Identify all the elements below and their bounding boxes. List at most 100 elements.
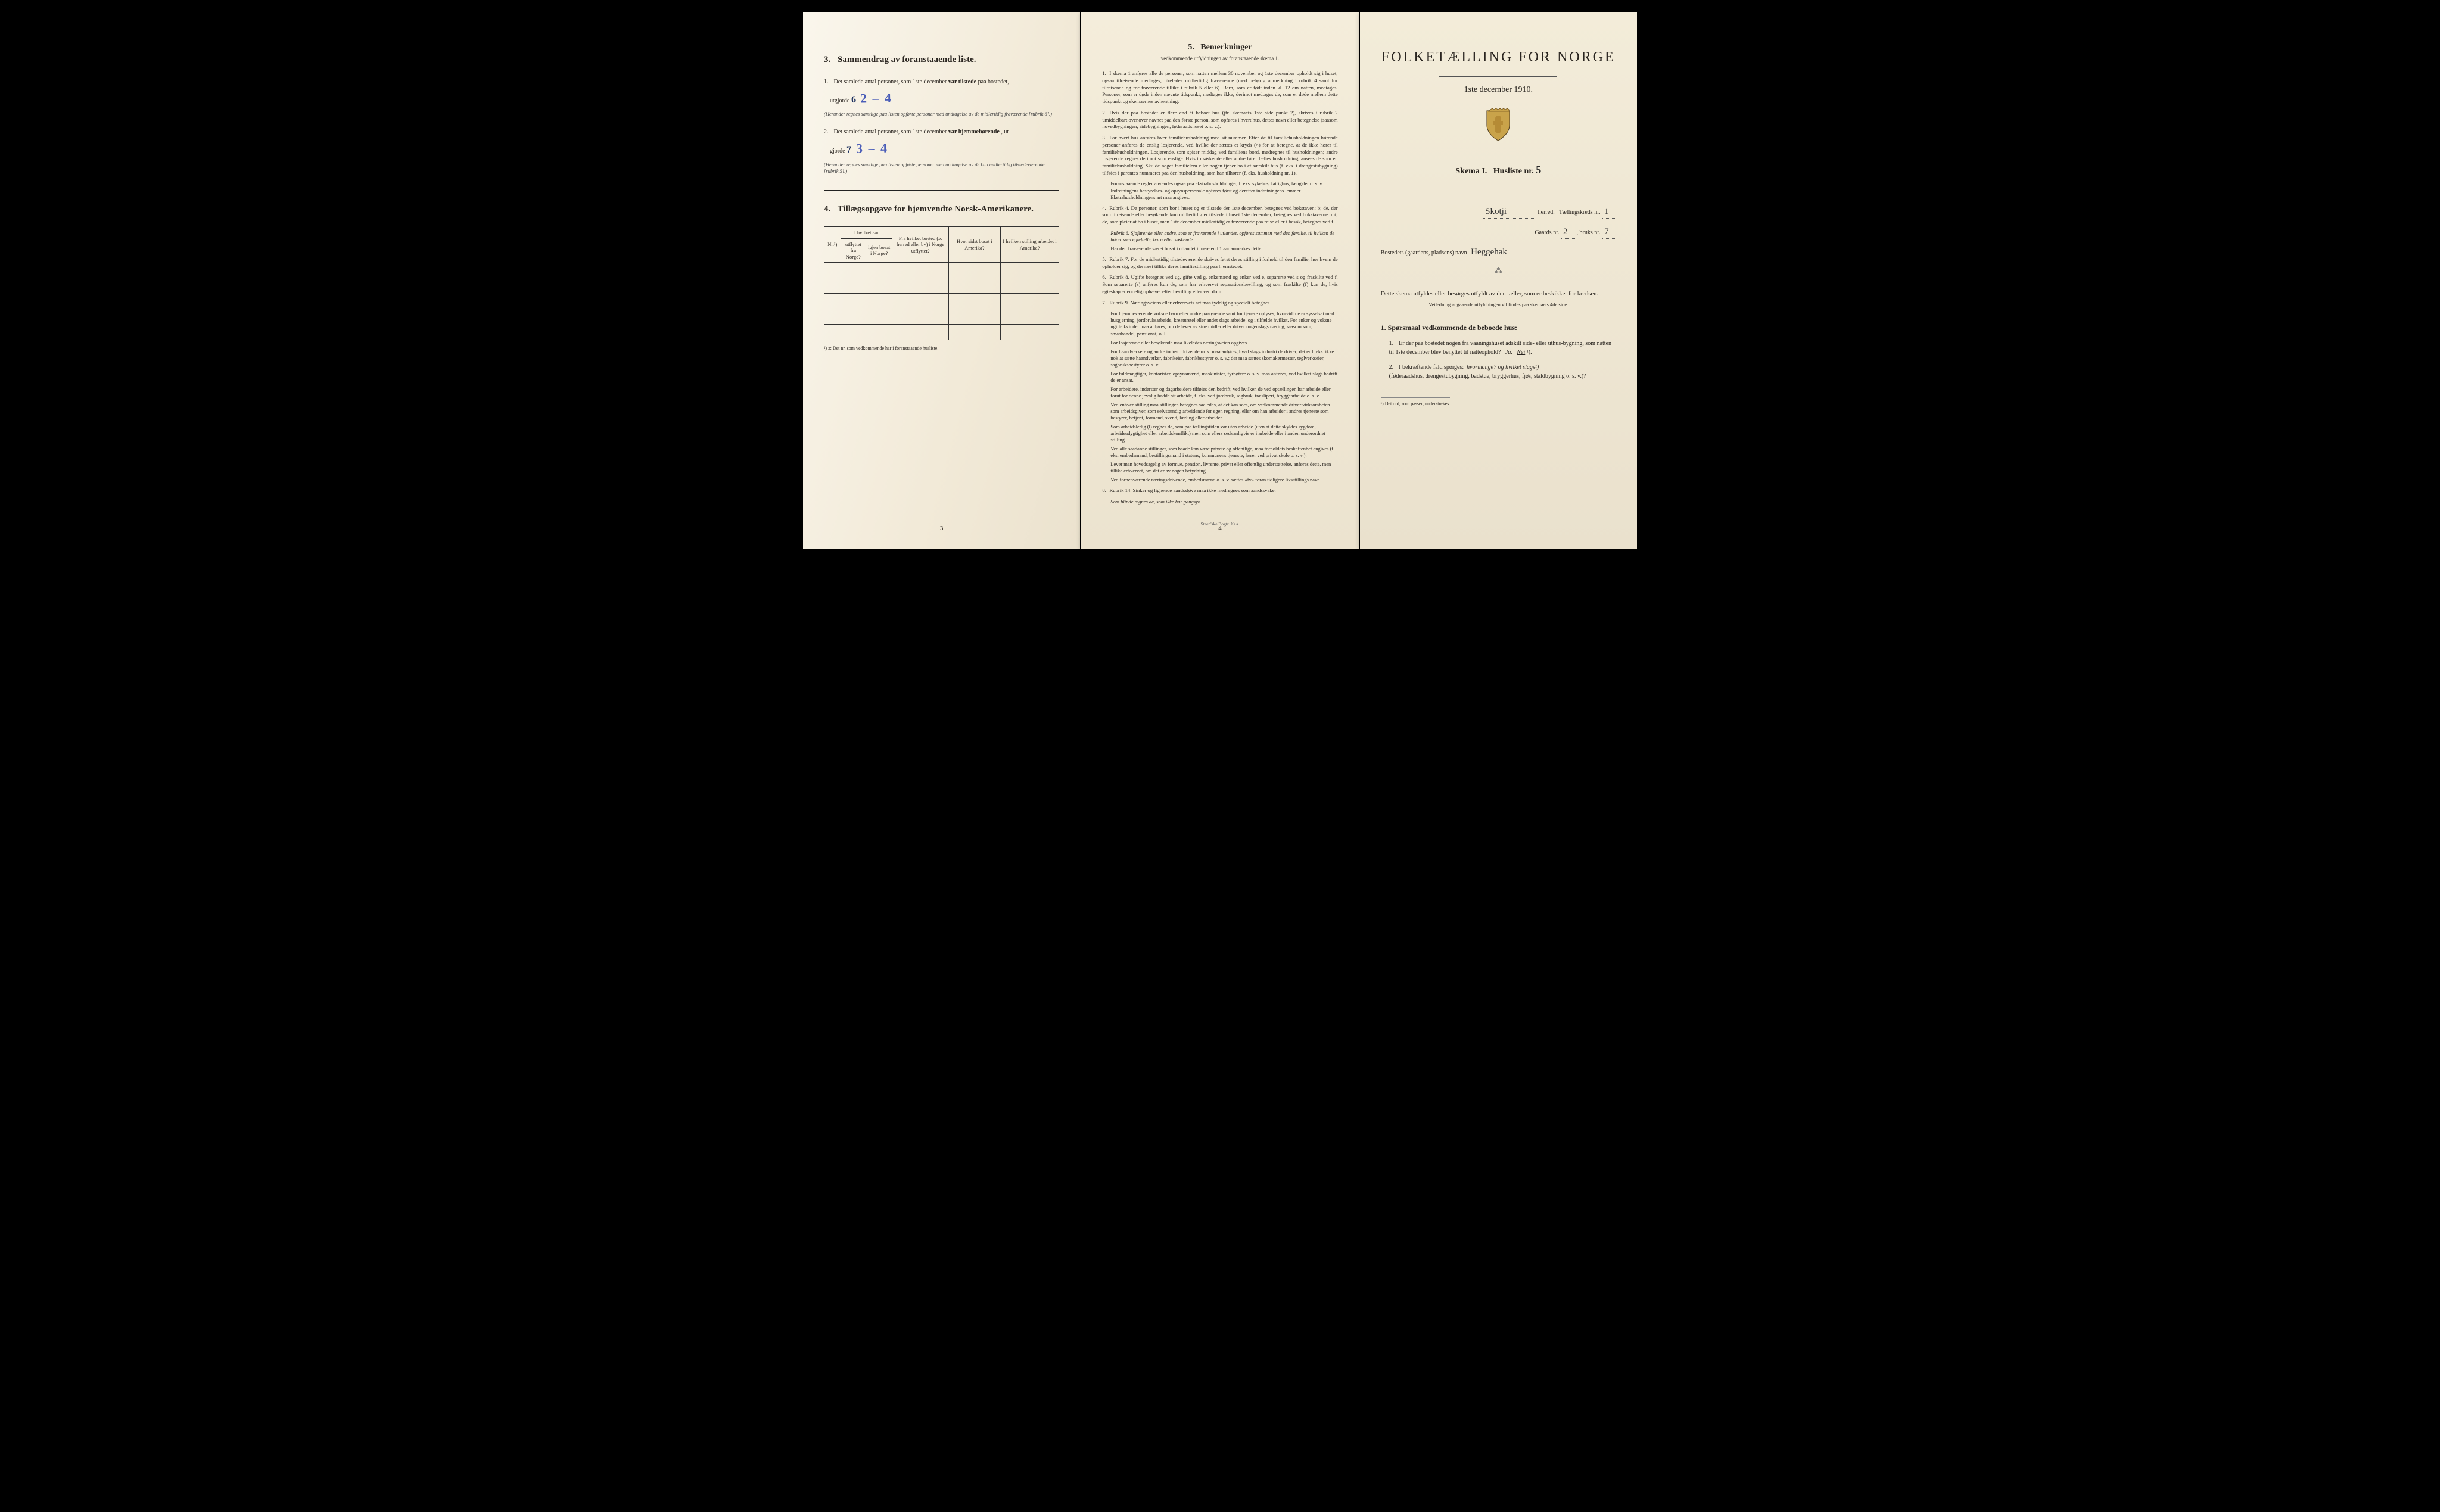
instruction-sub: Veiledning angaaende utfyldningen vil fi… (1381, 301, 1616, 309)
empty-cell (892, 309, 949, 325)
q2-text-a: I bekræftende fald spørges: (1399, 364, 1464, 371)
table-row: Nr.¹) I hvilket aar Fra hvilket bosted (… (824, 226, 1059, 238)
table-row (824, 294, 1059, 309)
empty-cell (1000, 309, 1059, 325)
item1-value-corr: 2 – 4 (860, 87, 893, 110)
item1-note: (Herunder regnes samtlige paa listen opf… (824, 111, 1059, 117)
title-rule (1439, 76, 1557, 77)
q1-text: Er der paa bostedet nogen fra vaaningshu… (1389, 340, 1611, 356)
main-title: FOLKETÆLLING FOR NORGE (1381, 48, 1616, 68)
section5-subtitle: vedkommende utfyldningen av foranstaaend… (1102, 55, 1337, 63)
item1-text-a: Det samlede antal personer, som 1ste dec… (834, 79, 947, 85)
q1-sup: ¹). (1527, 349, 1532, 356)
remark-extra: Foranstaaende regler anvendes ogsaa paa … (1110, 181, 1337, 200)
item2-text-b: , ut- (1001, 129, 1010, 135)
coat-of-arms-icon (1381, 108, 1616, 146)
herred-line: Skotji herred. Tællingskreds nr. 1 (1381, 206, 1616, 219)
bosted-label: Bostedets (gaardens, pladsens) navn (1381, 250, 1467, 256)
section4-title: Tillægsopgave for hjemvendte Norsk-Ameri… (838, 204, 1034, 214)
section4-number: 4. (824, 204, 830, 214)
remark-number: 1. (1102, 70, 1109, 77)
item1-num: 1. (824, 77, 832, 87)
q1-num: 1. (1389, 339, 1398, 348)
remark-text: Rubrik 9. Næringsveiens eller erhvervets… (1109, 300, 1271, 306)
question-2: 2. I bekræftende fald spørges: hvormange… (1389, 363, 1616, 381)
empty-cell (866, 278, 892, 294)
remark-number: 6. (1102, 274, 1109, 281)
bosted-value: Heggehak (1468, 246, 1564, 259)
herred-label: herred. (1538, 209, 1555, 216)
remark-para: Ved forhenværende næringsdrivende, embed… (1110, 477, 1337, 483)
section3-item1: 1. Det samlede antal personer, som 1ste … (824, 77, 1059, 117)
empty-cell (948, 263, 1000, 278)
item2-bold: var hjemmehørende (948, 129, 1000, 135)
empty-cell (892, 263, 949, 278)
bosted-line: Bostedets (gaardens, pladsens) navn Hegg… (1381, 246, 1616, 259)
census-date: 1ste december 1910. (1381, 84, 1616, 96)
remark-number: 4. (1102, 205, 1109, 212)
col-year-group: I hvilket aar (841, 226, 892, 238)
divider (824, 190, 1059, 191)
section5-number: 5. (1188, 43, 1194, 52)
item2-note: (Herunder regnes samtlige paa listen opf… (824, 161, 1059, 175)
item1-value-orig: 6 (851, 92, 856, 108)
section5-title: Bemerkninger (1200, 43, 1252, 52)
empty-cell (866, 309, 892, 325)
remark-text: For hvert hus anføres hver familiehushol… (1102, 135, 1337, 176)
remark-para: Ved alle saadanne stillinger, som baade … (1110, 446, 1337, 459)
empty-cell (948, 278, 1000, 294)
remark-item: 4.Rubrik 4. De personer, som bor i huset… (1102, 205, 1337, 226)
gaard-value-a: 2 (1561, 226, 1575, 239)
remark-sub: Som blinde regnes de, som ikke har gangs… (1110, 499, 1337, 505)
remark-para: For losjerende eller besøkende maa likel… (1110, 340, 1337, 346)
item1-text-c: utgjorde (830, 98, 849, 104)
empty-cell (841, 278, 866, 294)
table-row (824, 278, 1059, 294)
item2-value-corr: 3 – 4 (855, 137, 888, 160)
empty-cell (824, 278, 841, 294)
empty-cell (841, 325, 866, 340)
empty-cell (841, 294, 866, 309)
remark-para: Lever man hovedsagelig av formue, pensio… (1110, 461, 1337, 474)
question-1: 1. Er der paa bostedet nogen fra vaaning… (1389, 339, 1616, 357)
skema-line: Skema I. Husliste nr. 5 (1381, 163, 1616, 178)
table-row (824, 263, 1059, 278)
col-position: I hvilken stilling arbeidet i Amerika? (1000, 226, 1059, 263)
col-year-back: igjen bosat i Norge? (866, 238, 892, 263)
remark-number: 5. (1102, 256, 1109, 263)
remarks-list: 1.I skema 1 anføres alle de personer, so… (1102, 70, 1337, 505)
table-row (824, 325, 1059, 340)
remark-para: Ved enhver stilling maa stillingen beteg… (1110, 402, 1337, 421)
ornament-icon: ⁂ (1381, 266, 1616, 276)
kreds-label: Tællingskreds nr. (1559, 209, 1600, 216)
empty-cell (892, 325, 949, 340)
empty-cell (948, 325, 1000, 340)
remark-item: 7.Rubrik 9. Næringsveiens eller erhverve… (1102, 300, 1337, 307)
skema-label-b: Husliste nr. (1493, 167, 1534, 176)
empty-cell (892, 294, 949, 309)
section3-title: Sammendrag av foranstaaende liste. (838, 55, 976, 64)
section5-heading: 5. Bemerkninger (1102, 42, 1337, 54)
remark-text: Rubrik 7. For de midlertidig tilstedevær… (1102, 256, 1337, 269)
question-heading: 1. Spørsmaal vedkommende de beboede hus: (1381, 323, 1616, 333)
table-row (824, 309, 1059, 325)
document-spread: 3. Sammendrag av foranstaaende liste. 1.… (803, 12, 1637, 549)
empty-cell (1000, 263, 1059, 278)
remark-text: Rubrik 14. Sinker og lignende aandssløve… (1109, 487, 1275, 493)
gaard-value-b: 7 (1602, 226, 1616, 239)
item2-text-c: gjorde (830, 148, 845, 154)
empty-cell (948, 309, 1000, 325)
gaard-label-a: Gaards nr. (1535, 229, 1559, 236)
empty-cell (824, 294, 841, 309)
empty-cell (948, 294, 1000, 309)
col-where: Hvor sidst bosat i Amerika? (948, 226, 1000, 263)
kreds-value: 1 (1602, 206, 1616, 219)
emigrant-table: Nr.¹) I hvilket aar Fra hvilket bosted (… (824, 226, 1059, 341)
empty-cell (841, 309, 866, 325)
empty-cell (1000, 294, 1059, 309)
q2-num: 2. (1389, 363, 1398, 372)
col-year-out: utflyttet fra Norge? (841, 238, 866, 263)
page-number: 4 (1218, 524, 1222, 533)
q2-text-d: (føderaadshus, drengestubygning, badstue… (1389, 373, 1586, 379)
herred-value: Skotji (1483, 206, 1536, 219)
